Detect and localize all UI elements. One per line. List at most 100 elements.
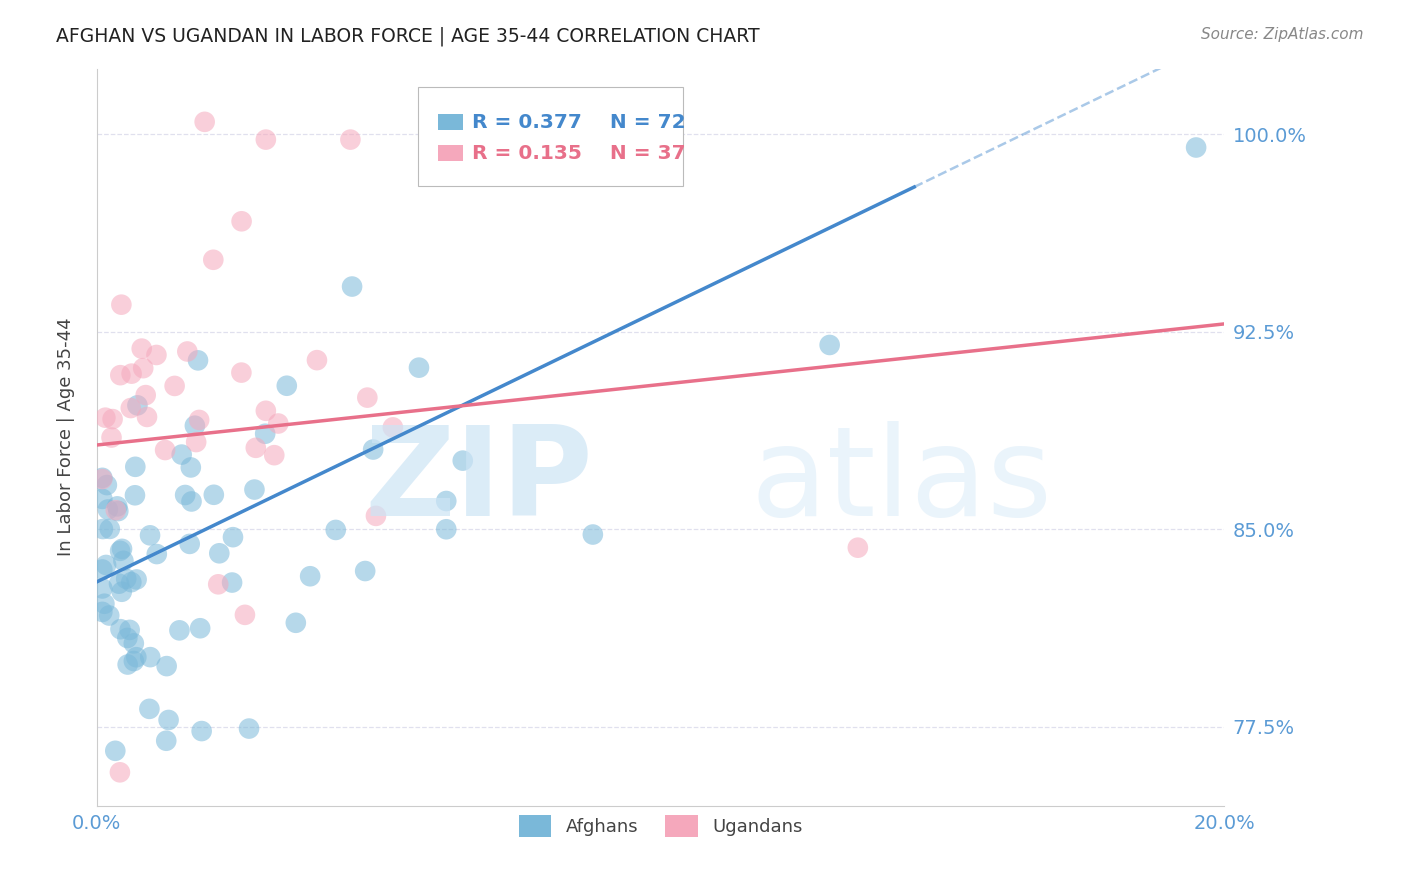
- Point: [187, 353, 209, 368]
- Point: [354, 564, 377, 578]
- Point: [107, 504, 129, 518]
- Point: [408, 360, 430, 375]
- Legend: Afghans, Ugandans: Afghans, Ugandans: [512, 808, 810, 845]
- Point: [263, 448, 285, 462]
- Point: [132, 361, 155, 376]
- Point: [339, 133, 361, 147]
- Point: [190, 724, 212, 739]
- Point: [101, 412, 124, 426]
- Point: [117, 657, 139, 672]
- Point: [202, 488, 225, 502]
- Point: [91, 522, 114, 536]
- Y-axis label: In Labor Force | Age 35-44: In Labor Force | Age 35-44: [58, 318, 75, 557]
- Point: [110, 368, 132, 383]
- Point: [170, 448, 193, 462]
- Point: [284, 615, 307, 630]
- Point: [188, 621, 211, 635]
- Point: [434, 494, 457, 508]
- Point: [122, 636, 145, 650]
- Point: [127, 398, 149, 412]
- Point: [122, 654, 145, 668]
- Point: [108, 576, 131, 591]
- Point: [145, 348, 167, 362]
- Point: [108, 544, 131, 558]
- Point: [153, 443, 176, 458]
- Point: [356, 391, 378, 405]
- Point: [155, 733, 177, 747]
- Point: [156, 659, 179, 673]
- Point: [91, 472, 114, 486]
- FancyBboxPatch shape: [439, 145, 463, 161]
- Point: [120, 575, 142, 590]
- Point: [194, 115, 217, 129]
- Point: [91, 491, 114, 506]
- Point: [97, 502, 120, 516]
- Point: [100, 430, 122, 444]
- Point: [104, 503, 127, 517]
- Point: [186, 435, 208, 450]
- Point: [108, 765, 131, 780]
- Point: [1185, 140, 1208, 154]
- Point: [245, 441, 267, 455]
- Point: [381, 420, 404, 434]
- Point: [325, 523, 347, 537]
- Point: [305, 353, 328, 368]
- Text: ZIP: ZIP: [364, 421, 593, 541]
- Point: [254, 133, 277, 147]
- Point: [233, 607, 256, 622]
- Point: [94, 558, 117, 572]
- Point: [139, 528, 162, 542]
- Text: AFGHAN VS UGANDAN IN LABOR FORCE | AGE 35-44 CORRELATION CHART: AFGHAN VS UGANDAN IN LABOR FORCE | AGE 3…: [56, 27, 759, 46]
- Point: [91, 562, 114, 576]
- Point: [434, 522, 457, 536]
- Point: [110, 622, 132, 636]
- Point: [125, 573, 148, 587]
- Point: [104, 744, 127, 758]
- Point: [243, 483, 266, 497]
- Point: [231, 214, 253, 228]
- Point: [124, 488, 146, 502]
- Point: [188, 413, 211, 427]
- Point: [174, 488, 197, 502]
- Point: [179, 537, 201, 551]
- Point: [138, 702, 160, 716]
- FancyBboxPatch shape: [418, 87, 683, 186]
- Point: [582, 527, 605, 541]
- Point: [136, 409, 159, 424]
- Point: [818, 338, 841, 352]
- Point: [340, 279, 363, 293]
- Point: [207, 577, 229, 591]
- Point: [169, 624, 191, 638]
- Point: [184, 418, 207, 433]
- Point: [157, 713, 180, 727]
- Point: [491, 133, 513, 147]
- Point: [124, 459, 146, 474]
- Point: [131, 342, 153, 356]
- Point: [267, 417, 290, 431]
- Point: [115, 572, 138, 586]
- Point: [231, 366, 253, 380]
- Point: [94, 410, 117, 425]
- Text: R = 0.135    N = 37: R = 0.135 N = 37: [472, 144, 686, 163]
- Point: [163, 379, 186, 393]
- Point: [451, 453, 474, 467]
- Point: [91, 471, 114, 485]
- Point: [105, 500, 128, 514]
- Point: [117, 631, 139, 645]
- Point: [112, 554, 135, 568]
- Point: [139, 650, 162, 665]
- Point: [238, 722, 260, 736]
- Point: [96, 478, 118, 492]
- Point: [135, 388, 157, 402]
- Point: [121, 367, 143, 381]
- Point: [110, 298, 132, 312]
- Point: [180, 460, 202, 475]
- Point: [98, 522, 121, 536]
- Point: [254, 404, 277, 418]
- Point: [91, 605, 114, 619]
- Point: [118, 623, 141, 637]
- Point: [98, 608, 121, 623]
- Point: [202, 252, 225, 267]
- Point: [276, 378, 298, 392]
- Point: [93, 597, 115, 611]
